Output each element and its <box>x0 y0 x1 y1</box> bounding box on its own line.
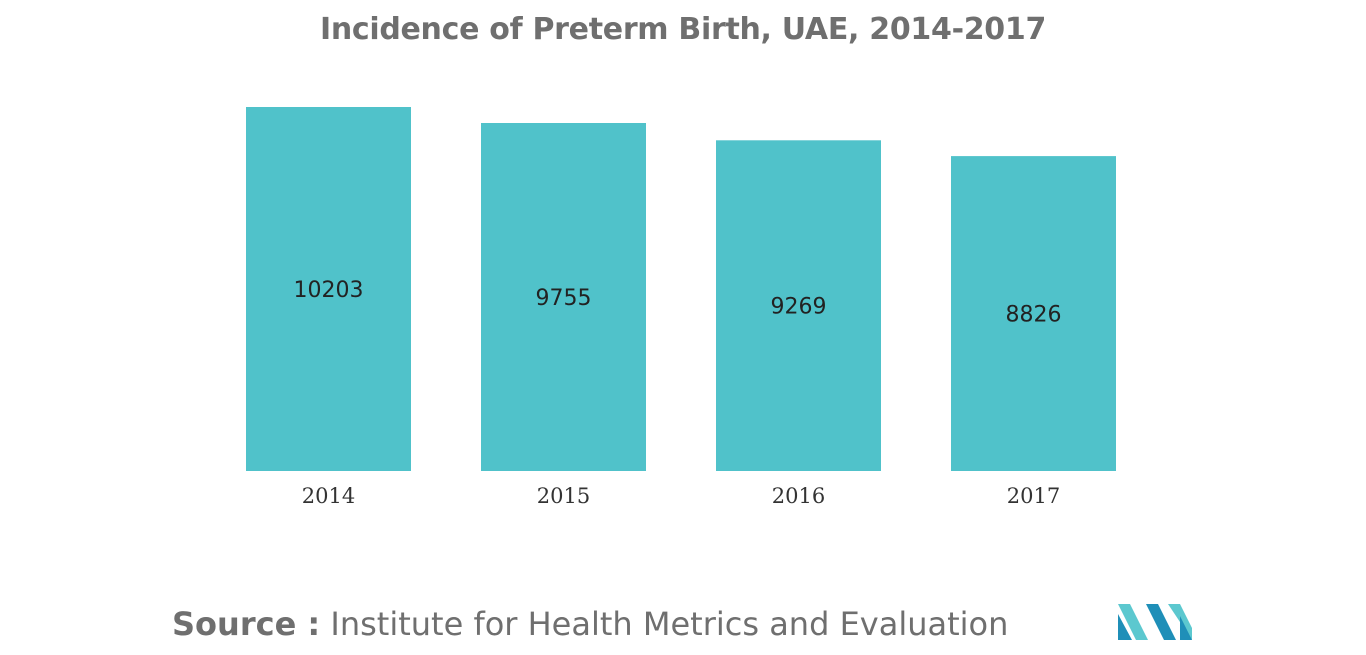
data-labels-layer: 10203 9755 9269 8826 <box>294 278 1062 328</box>
x-axis-tick-labels: 2014 2015 2016 2017 <box>302 484 1060 508</box>
data-label-2016: 9269 <box>771 295 827 320</box>
bar-2017 <box>951 156 1116 471</box>
logo-shape-mid <box>1118 614 1132 640</box>
bar-chart: 10203 9755 9269 8826 2014 2015 2016 2017 <box>246 107 1116 508</box>
chart-title: Incidence of Preterm Birth, UAE, 2014-20… <box>319 12 1047 47</box>
source-text: Institute for Health Metrics and Evaluat… <box>330 605 1009 643</box>
x-tick-label-2016: 2016 <box>772 484 825 508</box>
bar-2015 <box>481 123 646 471</box>
logo-shape-left <box>1118 604 1148 640</box>
logo-shape-right-c <box>1180 616 1192 640</box>
data-label-2014: 10203 <box>294 278 364 303</box>
x-tick-label-2017: 2017 <box>1007 484 1060 508</box>
x-tick-label-2014: 2014 <box>302 484 355 508</box>
source-line: Source : Institute for Health Metrics an… <box>172 605 1008 643</box>
data-label-2017: 8826 <box>1006 303 1062 328</box>
x-tick-label-2015: 2015 <box>537 484 590 508</box>
bar-2016 <box>716 140 881 472</box>
mordor-logo-icon <box>1118 604 1192 640</box>
bar-2014 <box>246 107 411 471</box>
source-label: Source : <box>172 605 321 643</box>
logo-shape-right-a <box>1146 604 1176 640</box>
bars-layer <box>246 107 1116 472</box>
data-label-2015: 9755 <box>536 286 592 311</box>
